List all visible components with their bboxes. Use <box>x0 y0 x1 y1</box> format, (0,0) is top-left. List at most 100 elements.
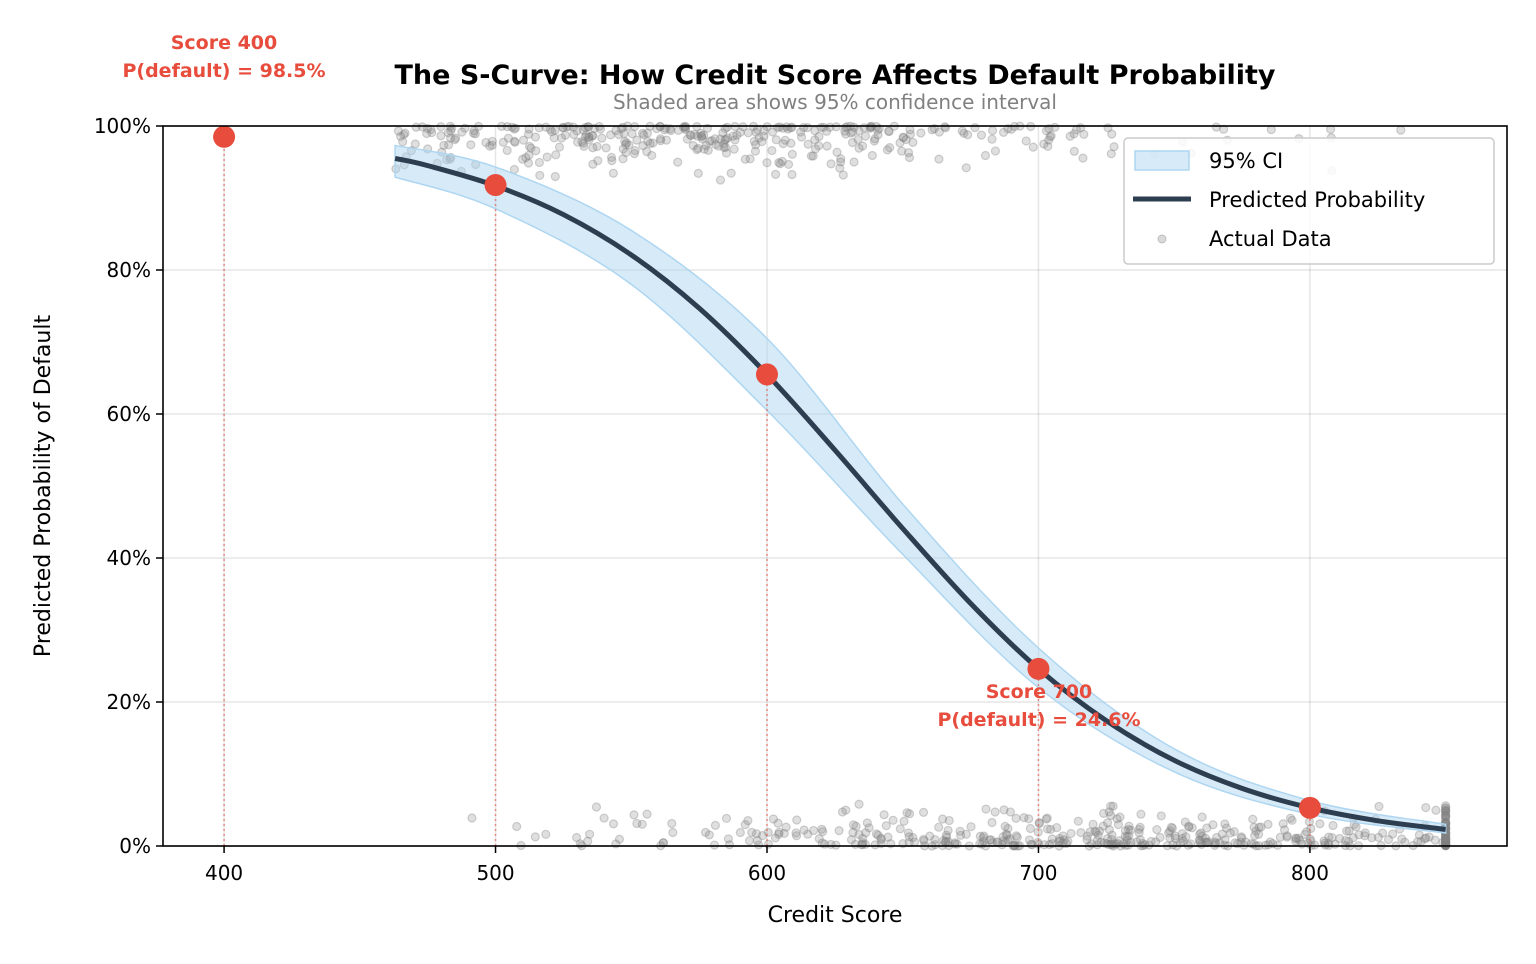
legend-label: 95% CI <box>1209 149 1283 173</box>
scatter-point <box>1055 836 1065 846</box>
scatter-point <box>481 137 491 148</box>
scatter-point <box>1044 135 1054 145</box>
scatter-point <box>1319 836 1329 846</box>
scatter-point <box>1278 819 1288 829</box>
scatter-point <box>549 133 559 143</box>
highlight-markers <box>213 125 1321 819</box>
scatter-point <box>904 152 915 163</box>
scatter-point <box>729 144 739 154</box>
scatter-point <box>768 814 779 824</box>
scatter-point <box>1005 834 1015 844</box>
scatter-point <box>709 840 720 850</box>
scatter-point <box>817 838 827 848</box>
scatter-point <box>1106 801 1116 811</box>
scatter-point <box>704 830 714 840</box>
scatter-point <box>860 131 871 141</box>
scatter-point <box>751 140 761 150</box>
scatter-point <box>882 145 892 155</box>
scatter-point <box>697 131 707 141</box>
scatter-point <box>1122 835 1132 845</box>
scatter-point <box>818 826 828 837</box>
scatter-point <box>1388 829 1398 839</box>
y-axis-label: Predicted Probability of Default <box>31 315 56 658</box>
scatter-point <box>606 152 617 162</box>
scatter-point <box>1106 149 1116 159</box>
scatter-point <box>693 143 703 153</box>
scatter-point <box>629 149 639 159</box>
scatter-point <box>792 815 802 825</box>
scatter-point <box>1248 814 1258 824</box>
scatter-point <box>410 139 420 149</box>
scatter-point <box>895 138 905 148</box>
scatter-point <box>487 136 497 146</box>
scatter-point <box>778 139 788 149</box>
annotation-line: Score 700 <box>986 681 1093 703</box>
scatter-point <box>620 136 630 147</box>
scatter-point <box>422 128 432 139</box>
scatter-point <box>774 827 784 837</box>
scatter-point <box>1211 122 1221 132</box>
scatter-point <box>535 170 545 181</box>
scatter-point <box>656 136 666 146</box>
scatter-point <box>643 136 653 146</box>
scatter-point <box>779 828 789 839</box>
scatter-point <box>468 128 479 138</box>
scatter-point <box>1324 832 1334 842</box>
scatter-point <box>542 152 552 162</box>
annotation-line: P(default) = 24.6% <box>937 709 1140 731</box>
scatter-point <box>986 835 996 845</box>
scatter-point <box>814 141 824 151</box>
plot-frame <box>162 125 1508 847</box>
scatter-point <box>1091 827 1101 837</box>
scatter-point <box>870 840 880 850</box>
scatter-point <box>1323 838 1334 848</box>
scatter-point <box>943 825 953 836</box>
scatter-point <box>595 124 606 134</box>
scatter-point <box>1024 814 1034 824</box>
scatter-point <box>1217 829 1227 839</box>
scatter-point <box>715 175 726 185</box>
scatter-point <box>642 809 652 819</box>
scatter-point <box>1184 822 1194 832</box>
scatter-point <box>581 130 591 140</box>
scatter-point <box>1195 835 1205 845</box>
scatter-point <box>884 126 894 137</box>
scatter-point <box>1076 828 1086 838</box>
scatter-point <box>580 132 590 142</box>
x-tick-label: 500 <box>476 861 514 885</box>
scatter-point <box>1413 837 1423 847</box>
scatter-point <box>541 829 551 839</box>
scatter-point <box>1164 828 1174 838</box>
scatter-point <box>744 836 755 846</box>
scatter-point <box>1441 814 1451 824</box>
scatter-point <box>876 833 886 843</box>
scatter-point <box>1033 827 1043 837</box>
scatter-point <box>524 150 534 160</box>
scatter-point <box>1211 832 1222 843</box>
scatter-point <box>584 135 594 145</box>
scatter-point <box>584 132 594 142</box>
scatter-point <box>509 124 519 134</box>
scatter-point <box>1383 834 1394 845</box>
scatter-point <box>718 128 728 138</box>
scatter-point <box>854 829 864 840</box>
scatter-point <box>395 131 406 141</box>
scatter-point <box>524 141 535 152</box>
scatter-point <box>767 127 778 137</box>
scatter-point <box>728 131 738 141</box>
scatter-point <box>1044 839 1055 850</box>
scatter-point <box>858 833 868 843</box>
scatter-point <box>1424 832 1434 842</box>
scatter-point <box>1104 825 1114 835</box>
scatter-point <box>1441 834 1451 844</box>
scatter-point <box>707 136 717 146</box>
scatter-point <box>903 148 914 158</box>
scatter-point <box>1011 831 1021 841</box>
scatter-point <box>1441 812 1451 822</box>
scatter-point <box>1180 817 1190 827</box>
scatter-point <box>1165 833 1175 843</box>
scatter-point <box>740 154 750 164</box>
scatter-point <box>637 819 647 829</box>
scatter-point <box>1220 840 1230 850</box>
scatter-point <box>759 126 769 136</box>
